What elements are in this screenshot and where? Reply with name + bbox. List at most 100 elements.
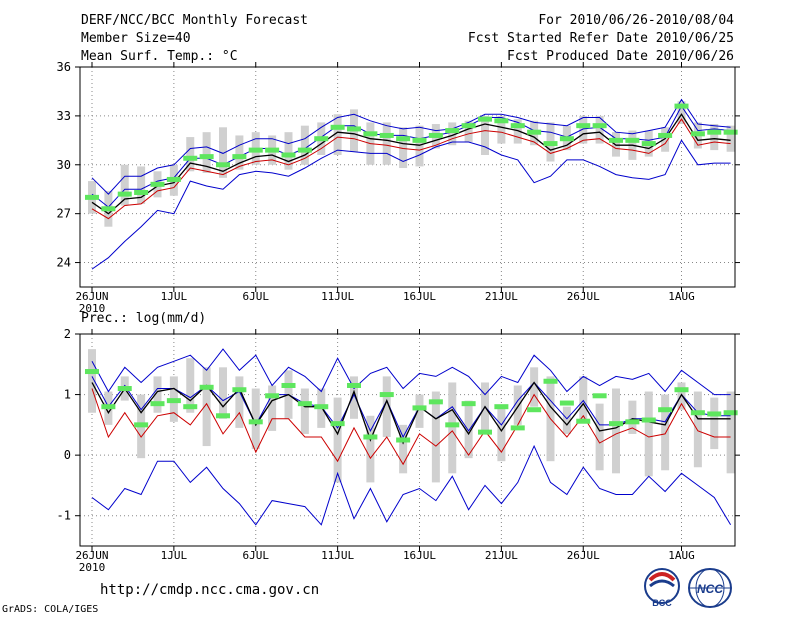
spread-box [693,391,702,468]
spread-box [399,127,408,169]
ensemble-marker [281,382,296,388]
spread-box [464,400,473,459]
ensemble-marker [690,410,705,416]
spread-box [88,349,96,413]
ensemble-marker [396,437,411,443]
y-tick-label: 1 [64,388,71,402]
ensemble-marker [494,404,509,410]
y-tick-label: -1 [57,509,71,523]
series-mean-line [91,381,731,445]
spread-box [366,415,375,483]
ensemble-marker [396,136,411,142]
ensemble-marker [674,103,689,109]
spread-box [399,424,408,474]
spread-box [137,166,146,204]
spread-box [628,400,637,434]
spread-box [235,135,244,170]
ensemble-marker [232,387,247,393]
series-lower-line [91,118,731,220]
ensemble-marker [592,393,607,399]
member-size-label: Member Size=40 [81,31,191,46]
website-url[interactable]: http://cmdp.ncc.cma.gov.cn [100,582,320,598]
ensemble-marker [707,129,722,135]
ensemble-marker [609,137,623,143]
ensemble-marker [314,136,329,142]
spread-box [710,397,719,450]
spread-box [481,115,489,155]
ensemble-marker [723,410,738,416]
x-tick-label: 26JUN [75,549,108,562]
ensemble-marker [297,401,312,407]
ensemble-marker [85,369,99,375]
spread-box [251,388,260,450]
forecast-range-label: For 2010/06/26-2010/08/04 [538,13,734,28]
ensemble-marker [134,189,149,195]
spread-box [153,376,162,413]
ensemble-marker [527,407,542,413]
ensemble-marker [510,123,525,129]
ensemble-marker [641,417,656,423]
ensemble-marker [658,407,673,413]
ensemble-marker [576,418,591,424]
ncc-logo-text: NCC [697,582,723,596]
ensemble-marker [232,154,247,160]
x-tick-label: 21JUL [485,549,518,562]
ensemble-marker [347,382,361,388]
spread-box [726,391,735,474]
ensemble-marker [150,401,165,407]
spread-box [579,115,588,144]
ensemble-marker [150,181,165,187]
ensemble-marker [478,429,492,435]
variable-label: Mean Surf. Temp.: °C [81,49,238,64]
ensemble-marker [559,136,574,142]
spread-box [448,382,457,474]
spread-box [333,114,342,155]
spread-box [661,127,670,152]
x-tick-label: 26JUN [75,290,108,303]
spread-box [300,125,309,165]
ensemble-marker [330,124,345,130]
ensemble-marker [609,421,623,427]
spread-box [595,403,604,471]
bcc-logo-text: BCC [652,598,672,608]
y-tick-label: 2 [64,327,71,341]
ensemble-marker [690,131,705,137]
grads-credit: GrADS: COLA/IGES [2,604,99,615]
ensemble-marker [428,399,443,405]
spread-box [268,385,277,431]
spread-box [186,358,195,413]
x-tick-label: 26JUL [567,549,600,562]
ensemble-marker [265,393,280,399]
x-tick-label: 16JUL [403,549,436,562]
ensemble-marker [347,126,361,132]
y-tick-label: 27 [57,207,71,221]
ensemble-marker [707,411,722,417]
ensemble-marker [166,176,181,182]
series-upper-line [91,105,731,208]
spread-box [464,120,473,142]
ensemble-marker [379,132,394,138]
spread-box [710,124,719,151]
ensemble-marker [363,434,378,440]
spread-box [333,397,342,483]
ensemble-marker [576,123,591,129]
precip-title: Prec.: log(mm/d) [81,311,207,326]
plot-frame [79,333,736,547]
y-tick-label: 30 [57,158,71,172]
spread-box [219,127,227,178]
y-tick-label: 36 [57,60,71,74]
spread-box [350,376,358,419]
spread-box [513,385,522,425]
x-tick-label: 6JUL [243,549,270,562]
series-min-line [91,444,732,526]
spread-box [644,391,653,477]
fcst-produced-label: Fcst Produced Date 2010/06/26 [507,49,734,64]
spread-box [497,406,506,462]
x-tick-label: 21JUL [485,290,518,303]
ensemble-marker [510,425,525,431]
y-tick-label: 33 [57,109,71,123]
ensemble-marker [543,378,558,384]
spread-box [219,367,227,419]
x-tick-label: 11JUL [321,290,354,303]
